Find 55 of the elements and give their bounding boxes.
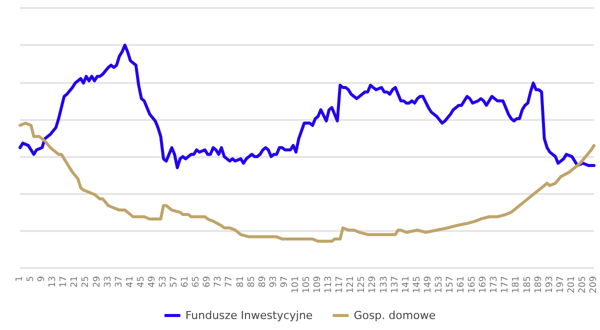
x-tick-label: 177 (500, 276, 511, 294)
x-tick-label: 157 (446, 276, 456, 294)
x-tick-label: 69 (202, 276, 213, 288)
x-tick-label: 13 (48, 276, 58, 288)
x-tick-label: 153 (434, 276, 444, 294)
x-tick-label: 129 (368, 276, 378, 294)
x-tick-label: 5 (26, 276, 36, 282)
x-tick-label: 201 (566, 276, 577, 294)
x-tick-label: 73 (214, 276, 224, 288)
x-tick-label: 197 (556, 276, 566, 294)
x-tick-label: 121 (346, 276, 356, 294)
x-tick-label: 81 (236, 276, 246, 288)
x-tick-label: 41 (125, 276, 136, 288)
x-tick-label: 65 (192, 276, 202, 288)
x-tick-label: 105 (302, 276, 312, 294)
x-tick-label: 1 (15, 276, 25, 282)
x-tick-label: 185 (522, 276, 533, 294)
x-tick-label: 193 (544, 276, 555, 294)
x-tick-label: 141 (401, 276, 412, 294)
x-tick-label: 61 (180, 276, 191, 288)
x-tick-label: 37 (114, 276, 124, 288)
x-tick-label: 29 (92, 276, 102, 288)
x-tick-label: 181 (512, 276, 522, 294)
x-tick-label: 97 (280, 276, 290, 288)
x-tick-label: 17 (59, 276, 70, 288)
x-tick-label: 125 (357, 276, 368, 294)
x-tick-label: 21 (70, 276, 80, 288)
x-tick-label: 85 (246, 276, 257, 288)
x-tick-label: 33 (103, 276, 114, 288)
x-tick-label: 173 (490, 276, 500, 294)
x-tick-label: 133 (379, 276, 390, 294)
legend-label: Gosp. domowe (354, 309, 436, 322)
x-tick-label: 117 (335, 276, 346, 294)
x-tick-label: 137 (390, 276, 400, 294)
x-tick-label: 113 (324, 276, 334, 294)
x-tick-label: 145 (412, 276, 422, 294)
x-tick-label: 149 (423, 276, 434, 294)
x-tick-label: 165 (468, 276, 478, 294)
x-tick-label: 57 (170, 276, 180, 288)
x-tick-label: 109 (313, 276, 324, 294)
x-tick-label: 89 (258, 276, 268, 288)
x-tick-label: 53 (158, 276, 168, 288)
x-tick-label: 161 (456, 276, 467, 294)
x-tick-label: 205 (578, 276, 588, 294)
x-tick-label: 45 (136, 276, 146, 288)
x-tick-label: 189 (534, 276, 544, 294)
legend-label: Fundusze Inwestycyjne (185, 309, 313, 322)
x-tick-label: 77 (224, 276, 235, 288)
x-tick-label: 169 (478, 276, 489, 294)
x-tick-label: 25 (81, 276, 92, 288)
x-tick-label: 93 (268, 276, 279, 288)
x-tick-label: 209 (589, 276, 599, 294)
x-tick-label: 101 (290, 276, 301, 294)
x-tick-label: 49 (147, 276, 158, 288)
x-tick-label: 9 (37, 276, 48, 282)
